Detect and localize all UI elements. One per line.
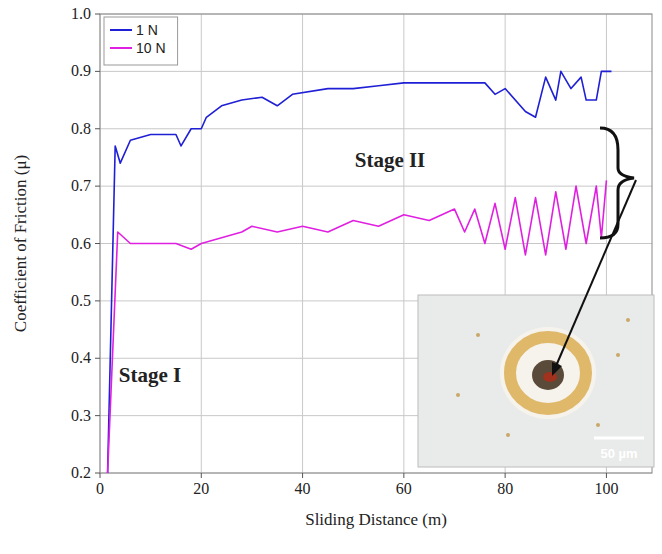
arrow-line <box>556 180 636 366</box>
legend-label: 10 N <box>136 40 166 56</box>
annotation: Stage II <box>355 148 426 172</box>
legend: 1 N 10 N <box>104 17 178 65</box>
tick-label-y: 0.9 <box>71 62 91 79</box>
tick-label-y: 1.0 <box>71 5 91 22</box>
tick-y <box>95 415 100 416</box>
inset-wear-scar <box>532 360 564 390</box>
grid-line-y <box>100 186 652 187</box>
inset-particle <box>616 353 620 357</box>
grid-line-y <box>100 71 652 72</box>
tick-x <box>201 473 202 478</box>
inset-image <box>418 295 654 467</box>
series-line <box>108 71 612 473</box>
chart: 0 20 40 60 80 100 0.2 0.3 0.4 0.5 0.6 0.7 0.8 0.9 1.0 S… <box>0 0 662 554</box>
tick-label-y: 0.4 <box>71 349 91 366</box>
legend-swatch <box>110 47 132 49</box>
tick-y <box>95 243 100 244</box>
legend-label: 1 N <box>136 22 158 38</box>
tick-label-y: 0.3 <box>71 407 91 424</box>
series-group <box>108 71 612 473</box>
tick-label-y: 0.2 <box>71 464 91 481</box>
tick-y <box>95 358 100 359</box>
inset-scale-label: 50 µm <box>600 446 637 461</box>
annotation: Stage I <box>119 363 181 387</box>
inset-wear-halo <box>500 327 596 419</box>
inset-scale-bar <box>594 437 644 440</box>
tick-y <box>95 71 100 72</box>
tick-label-y: 0.7 <box>71 177 91 194</box>
plot-frame <box>100 14 652 473</box>
inset-wear-scar-core <box>543 372 557 382</box>
tick-x <box>100 473 101 478</box>
inset-particle <box>506 433 510 437</box>
legend-swatch <box>110 29 132 31</box>
tick-label-y: 0.5 <box>71 292 91 309</box>
inset-particle <box>626 318 630 322</box>
tick-x <box>606 473 607 478</box>
arrow-head <box>552 362 562 376</box>
tick-y <box>95 473 100 474</box>
inset-particle <box>456 393 460 397</box>
tick-y <box>95 186 100 187</box>
series-line <box>108 180 607 473</box>
tick-x <box>302 473 303 478</box>
x-axis-title: Sliding Distance (m) <box>305 510 447 529</box>
bracket <box>600 128 634 238</box>
tick-label-x: 80 <box>497 480 513 497</box>
tick-x <box>403 473 404 478</box>
legend-box <box>104 17 178 65</box>
tick-y <box>95 14 100 15</box>
tick-x <box>505 473 506 478</box>
tick-y <box>95 300 100 301</box>
y-axis-title: Coefficient of Friction (μ) <box>11 155 30 332</box>
tick-y <box>95 128 100 129</box>
grid-line-y <box>100 128 652 129</box>
tick-label-y: 0.6 <box>71 235 91 252</box>
inset-particle <box>476 333 480 337</box>
inset-particle <box>596 423 600 427</box>
tick-label-x: 20 <box>193 480 209 497</box>
grid-line-y <box>100 243 652 244</box>
tick-label-x: 40 <box>295 480 311 497</box>
tick-label-x: 100 <box>594 480 618 497</box>
tick-label-x: 0 <box>96 480 104 497</box>
tick-label-y: 0.8 <box>71 120 91 137</box>
tick-label-x: 60 <box>396 480 412 497</box>
inset-debris-ring <box>510 337 586 409</box>
